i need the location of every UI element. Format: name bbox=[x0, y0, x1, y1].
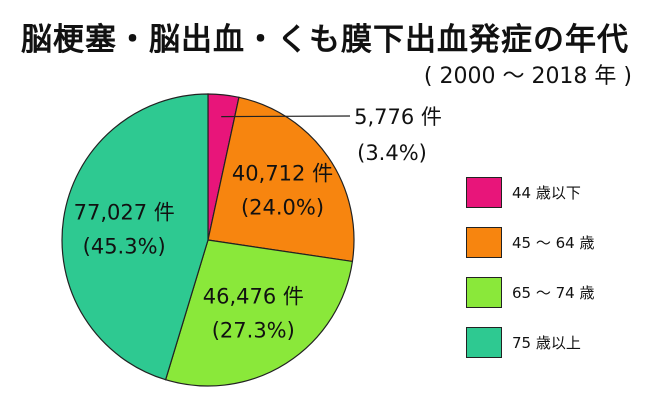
pie-labels: 5,776 件 (3.4%) 40,712 件 (24.0%) 46,476 件 (27.… bbox=[74, 105, 442, 343]
legend-label: 75 歳以上 bbox=[512, 334, 581, 352]
legend-swatch bbox=[466, 227, 502, 258]
data-label-count: 40,712 件 bbox=[232, 162, 333, 186]
data-label-percent: (27.3%) bbox=[212, 319, 295, 343]
legend-swatch bbox=[466, 327, 502, 358]
legend-swatch bbox=[466, 177, 502, 208]
legend-item: 75 歳以上 bbox=[466, 326, 594, 359]
legend-label: 45 〜 64 歳 bbox=[512, 234, 595, 252]
chart-title: 脳梗塞・脳出血・くも膜下出血発症の年代 bbox=[21, 22, 629, 58]
pie-slice-45-64 bbox=[207, 96, 355, 263]
legend-swatch bbox=[466, 277, 502, 308]
legend-item: 65 〜 74 歳 bbox=[466, 276, 594, 309]
data-label-percent: (3.4%) bbox=[357, 141, 427, 165]
data-label-count: 46,476 件 bbox=[203, 285, 304, 309]
legend-label: 44 歳以下 bbox=[512, 184, 581, 202]
pie-slices bbox=[61, 93, 355, 387]
pie-slice-75-and-over bbox=[61, 93, 209, 381]
legend-label: 65 〜 74 歳 bbox=[512, 284, 595, 302]
chart-subtitle: ( 2000 〜 2018 年 ) bbox=[423, 64, 632, 89]
data-label-percent: (24.0%) bbox=[241, 196, 324, 220]
data-label-percent: (45.3%) bbox=[83, 235, 166, 259]
legend-item: 44 歳以下 bbox=[466, 176, 594, 209]
legend: 44 歳以下 45 〜 64 歳 65 〜 74 歳 75 歳以上 bbox=[466, 176, 594, 376]
legend-item: 45 〜 64 歳 bbox=[466, 226, 594, 259]
data-label-count: 77,027 件 bbox=[74, 201, 175, 225]
pie-slice-65-74 bbox=[164, 239, 354, 387]
data-label-count: 5,776 件 bbox=[354, 105, 442, 129]
leader-line bbox=[221, 115, 351, 118]
